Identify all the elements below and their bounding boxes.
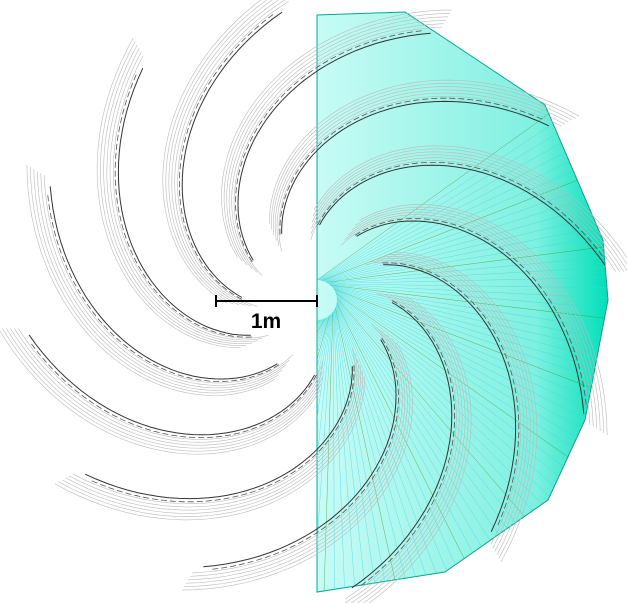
arm-module: [48, 193, 280, 382]
ray: [99, 320, 321, 548]
arm-guide: [73, 349, 356, 504]
arm-module: [30, 342, 316, 438]
ray: [166, 318, 326, 593]
arm-guide: [166, 0, 289, 304]
arm-guide: [41, 173, 290, 385]
arm-module: [179, 13, 275, 299]
arm-guide: [34, 169, 282, 390]
ray: [126, 319, 323, 569]
arm-guide: [18, 328, 323, 439]
ray: [155, 319, 324, 588]
arm-guide: [0, 328, 320, 454]
arm-guide: [178, 1, 289, 306]
arm-module: [50, 186, 277, 379]
arm-guide: [37, 171, 286, 388]
arm-guide: [30, 167, 278, 393]
arm-guide: [2, 328, 321, 451]
ray: [176, 318, 326, 598]
ray: [198, 317, 328, 603]
arm-guide: [113, 56, 268, 339]
ray: [242, 316, 329, 603]
ray: [107, 320, 321, 555]
arm-guide: [10, 328, 322, 445]
scale-label: 1m: [251, 310, 281, 333]
arm-guide: [163, 0, 289, 303]
detector-view: 1m: [0, 0, 627, 603]
scale-bar: 1m: [216, 295, 317, 333]
ray: [136, 319, 324, 576]
arm-guide: [44, 175, 293, 383]
